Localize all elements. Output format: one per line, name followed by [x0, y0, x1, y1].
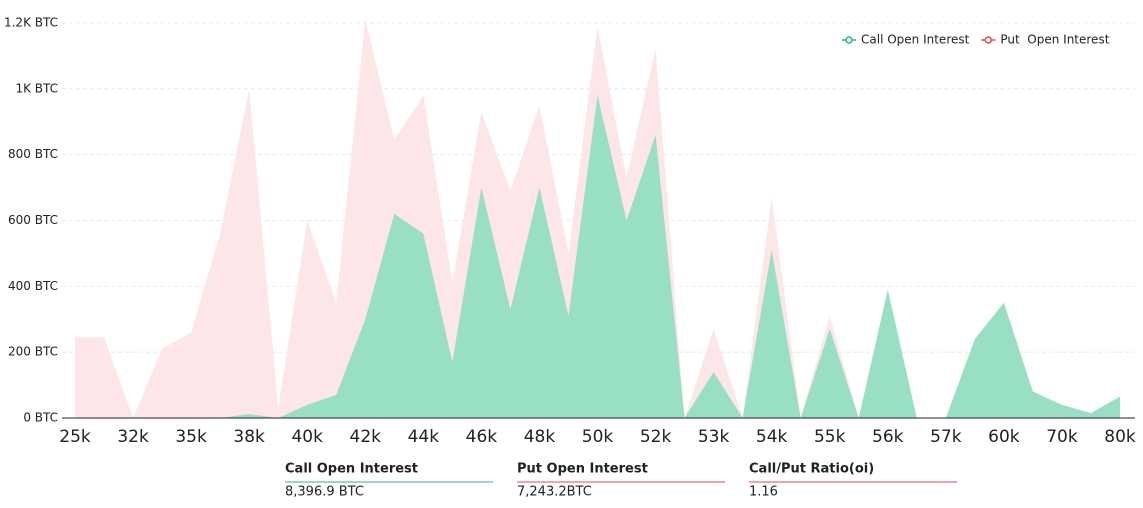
y-tick-label: 600 BTC — [8, 213, 58, 227]
x-tick-label: 70k — [1046, 427, 1078, 447]
y-tick-label: 800 BTC — [8, 147, 58, 161]
area — [75, 95, 1120, 419]
x-tick-label: 52k — [640, 427, 672, 447]
y-tick-label: 0 BTC — [23, 411, 58, 425]
summary-value: 7,243.2BTC — [517, 485, 592, 500]
y-tick-label: 1K BTC — [15, 81, 58, 95]
y-tick-label: 400 BTC — [8, 279, 58, 293]
legend-label: Call Open Interest — [861, 33, 970, 47]
x-tick-label: 53k — [698, 427, 730, 447]
x-tick-label: 50k — [582, 427, 614, 447]
summary-label: Call/Put Ratio(oi) — [749, 462, 874, 477]
x-tick-label: 40k — [291, 427, 323, 447]
x-tick-label: 46k — [466, 427, 498, 447]
x-tick-label: 56k — [872, 427, 904, 447]
x-tick-label: 44k — [408, 427, 440, 447]
x-tick-label: 55k — [814, 427, 846, 447]
legend-marker — [845, 36, 853, 44]
legend-marker — [984, 36, 993, 44]
y-tick-label: 1.2K BTC — [4, 16, 58, 30]
legend-label: Put Open Interest — [1000, 33, 1109, 47]
x-tick-label: 60k — [988, 427, 1020, 447]
x-tick-label: 38k — [233, 427, 265, 447]
x-tick-label: 42k — [350, 427, 382, 447]
x-tick-label: 80k — [1104, 427, 1136, 447]
x-tick-label: 35k — [175, 427, 207, 447]
x-tick-label: 25k — [59, 427, 91, 447]
x-tick-label: 48k — [524, 427, 556, 447]
y-tick-label: 200 BTC — [8, 345, 58, 359]
summary-label: Put Open Interest — [517, 462, 648, 477]
summary-value: 8,396.9 BTC — [285, 485, 364, 500]
x-tick-label: 57k — [930, 427, 962, 447]
summary-label: Call Open Interest — [285, 462, 418, 477]
summary-value: 1.16 — [749, 485, 778, 500]
x-tick-label: 32k — [117, 427, 149, 447]
x-tick-label: 54k — [756, 427, 788, 447]
